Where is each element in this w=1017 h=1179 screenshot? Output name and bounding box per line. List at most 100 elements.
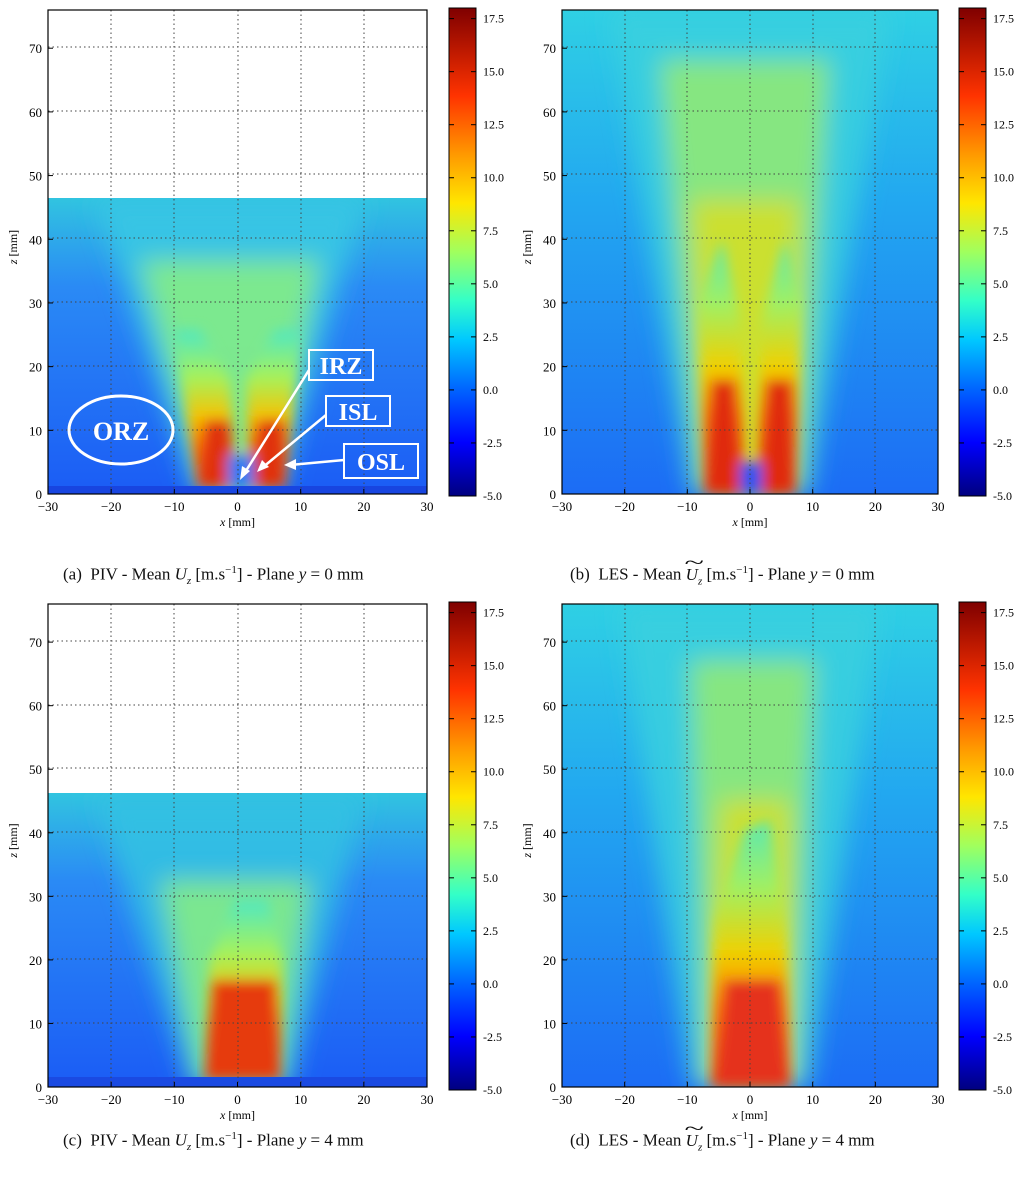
colorbar-tick-label: 5.0 — [483, 277, 498, 291]
y-tick-label: 0 — [550, 1080, 557, 1095]
x-tick-label: 10 — [806, 1092, 819, 1107]
y-tick-label: 40 — [29, 232, 42, 247]
x-axis-label: x [mm] — [732, 1108, 768, 1122]
irz-label: IRZ — [320, 354, 363, 380]
x-tick-label: −10 — [164, 1092, 184, 1107]
x-tick-label: 20 — [357, 1092, 370, 1107]
annotation-irz: IRZ — [240, 349, 374, 480]
caption-a: (a) PIV - Mean Uz [m.s−1] - Plane y = 0 … — [63, 564, 364, 588]
x-tick-label: 30 — [421, 1092, 434, 1107]
x-tick-label: 10 — [294, 499, 307, 514]
x-tick-label: 30 — [421, 499, 434, 514]
y-tick-label: 0 — [36, 487, 43, 502]
colorbar-tick-label: 5.0 — [993, 871, 1008, 885]
colorbar-tick-label: 12.5 — [483, 118, 504, 132]
colorbar-a — [448, 7, 477, 497]
y-tick-label: 0 — [550, 487, 557, 502]
x-tick-label: −30 — [38, 499, 58, 514]
panel-b — [561, 9, 939, 495]
x-tick-label: 10 — [294, 1092, 307, 1107]
annotation-osl: OSL — [284, 443, 419, 479]
orz-label: ORZ — [93, 417, 149, 446]
annotation-isl: ISL — [257, 395, 391, 472]
x-tick-label: 0 — [747, 1092, 754, 1107]
colorbar-tick-label: 0.0 — [993, 383, 1008, 397]
x-tick-label: −20 — [614, 1092, 634, 1107]
colorbar-tick-label: 7.5 — [483, 818, 498, 832]
y-tick-label: 60 — [29, 699, 42, 714]
x-tick-label: −20 — [101, 499, 121, 514]
colorbar-tick-label: -5.0 — [993, 1083, 1012, 1097]
panel-d — [561, 603, 939, 1088]
x-tick-label: −30 — [552, 1092, 572, 1107]
no-data-region — [48, 10, 427, 198]
x-tick-label: −10 — [164, 499, 184, 514]
x-tick-label: 30 — [932, 1092, 945, 1107]
y-tick-label: 60 — [543, 699, 556, 714]
y-tick-label: 30 — [29, 296, 42, 311]
colorbar-tick-label: 17.5 — [993, 606, 1014, 620]
y-tick-label: 40 — [543, 826, 556, 841]
colorbar-tick-label: 10.0 — [993, 171, 1014, 185]
x-tick-label: 30 — [932, 499, 945, 514]
caption-b: (b) LES - Mean Uz [m.s−1] - Plane y = 0 … — [570, 564, 875, 587]
x-tick-label: −20 — [614, 499, 634, 514]
y-tick-label: 30 — [543, 889, 556, 904]
colorbar-tick-label: 17.5 — [993, 12, 1014, 26]
colorbar-tick-label: 12.5 — [483, 712, 504, 726]
x-tick-label: 20 — [869, 499, 882, 514]
x-tick-label: 20 — [869, 1092, 882, 1107]
colorbar-tick-label: 7.5 — [483, 224, 498, 238]
y-tick-label: 20 — [543, 360, 556, 375]
colorbar-tick-label: 15.0 — [993, 659, 1014, 673]
y-tick-label: 50 — [543, 762, 556, 777]
osl-label: OSL — [357, 450, 405, 476]
y-tick-label: 10 — [543, 423, 556, 438]
x-tick-label: −10 — [677, 1092, 697, 1107]
y-tick-label: 50 — [543, 169, 556, 184]
x-tick-label: 0 — [747, 499, 754, 514]
y-tick-label: 70 — [29, 41, 42, 56]
y-tick-label: 20 — [543, 953, 556, 968]
colorbar-d — [958, 601, 987, 1091]
y-tick-label: 40 — [29, 826, 42, 841]
colorbar-tick-label: 15.0 — [483, 65, 504, 79]
colorbar-tick-label: -2.5 — [483, 1030, 502, 1044]
y-tick-label: 30 — [29, 889, 42, 904]
x-tick-label: 10 — [806, 499, 819, 514]
y-tick-label: 70 — [543, 41, 556, 56]
colorbar-tick-label: -2.5 — [993, 436, 1012, 450]
y-tick-label: 70 — [543, 635, 556, 650]
colorbar-tick-label: -2.5 — [483, 436, 502, 450]
y-tick-label: 20 — [29, 360, 42, 375]
colorbar-tick-label: 12.5 — [993, 118, 1014, 132]
x-tick-label: −30 — [552, 499, 572, 514]
colorbar-tick-label: 17.5 — [483, 606, 504, 620]
colorbar-tick-label: 5.0 — [993, 277, 1008, 291]
y-axis-label: z [mm] — [520, 823, 534, 858]
y-tick-label: 20 — [29, 953, 42, 968]
y-tick-label: 60 — [29, 105, 42, 120]
x-tick-label: 20 — [357, 499, 370, 514]
colorbar-tick-label: 2.5 — [993, 330, 1008, 344]
x-tick-label: −30 — [38, 1092, 58, 1107]
y-axis-label: z [mm] — [6, 230, 20, 265]
y-tick-label: 10 — [543, 1016, 556, 1031]
y-tick-label: 30 — [543, 296, 556, 311]
colorbar-tick-label: 2.5 — [483, 330, 498, 344]
colorbar-tick-label: 7.5 — [993, 818, 1008, 832]
colorbar-tick-label: -2.5 — [993, 1030, 1012, 1044]
colorbar-b — [958, 7, 987, 497]
colorbar-tick-label: 12.5 — [993, 712, 1014, 726]
grid — [48, 10, 427, 494]
y-tick-label: 50 — [29, 762, 42, 777]
colorbar-tick-label: -5.0 — [993, 489, 1012, 503]
y-tick-label: 60 — [543, 105, 556, 120]
colorbar-tick-label: 2.5 — [993, 924, 1008, 938]
colorbar-tick-label: 15.0 — [483, 659, 504, 673]
colorbar-tick-label: 15.0 — [993, 65, 1014, 79]
y-tick-label: 50 — [29, 169, 42, 184]
isl-label: ISL — [339, 400, 378, 426]
colorbar-c — [448, 601, 477, 1091]
